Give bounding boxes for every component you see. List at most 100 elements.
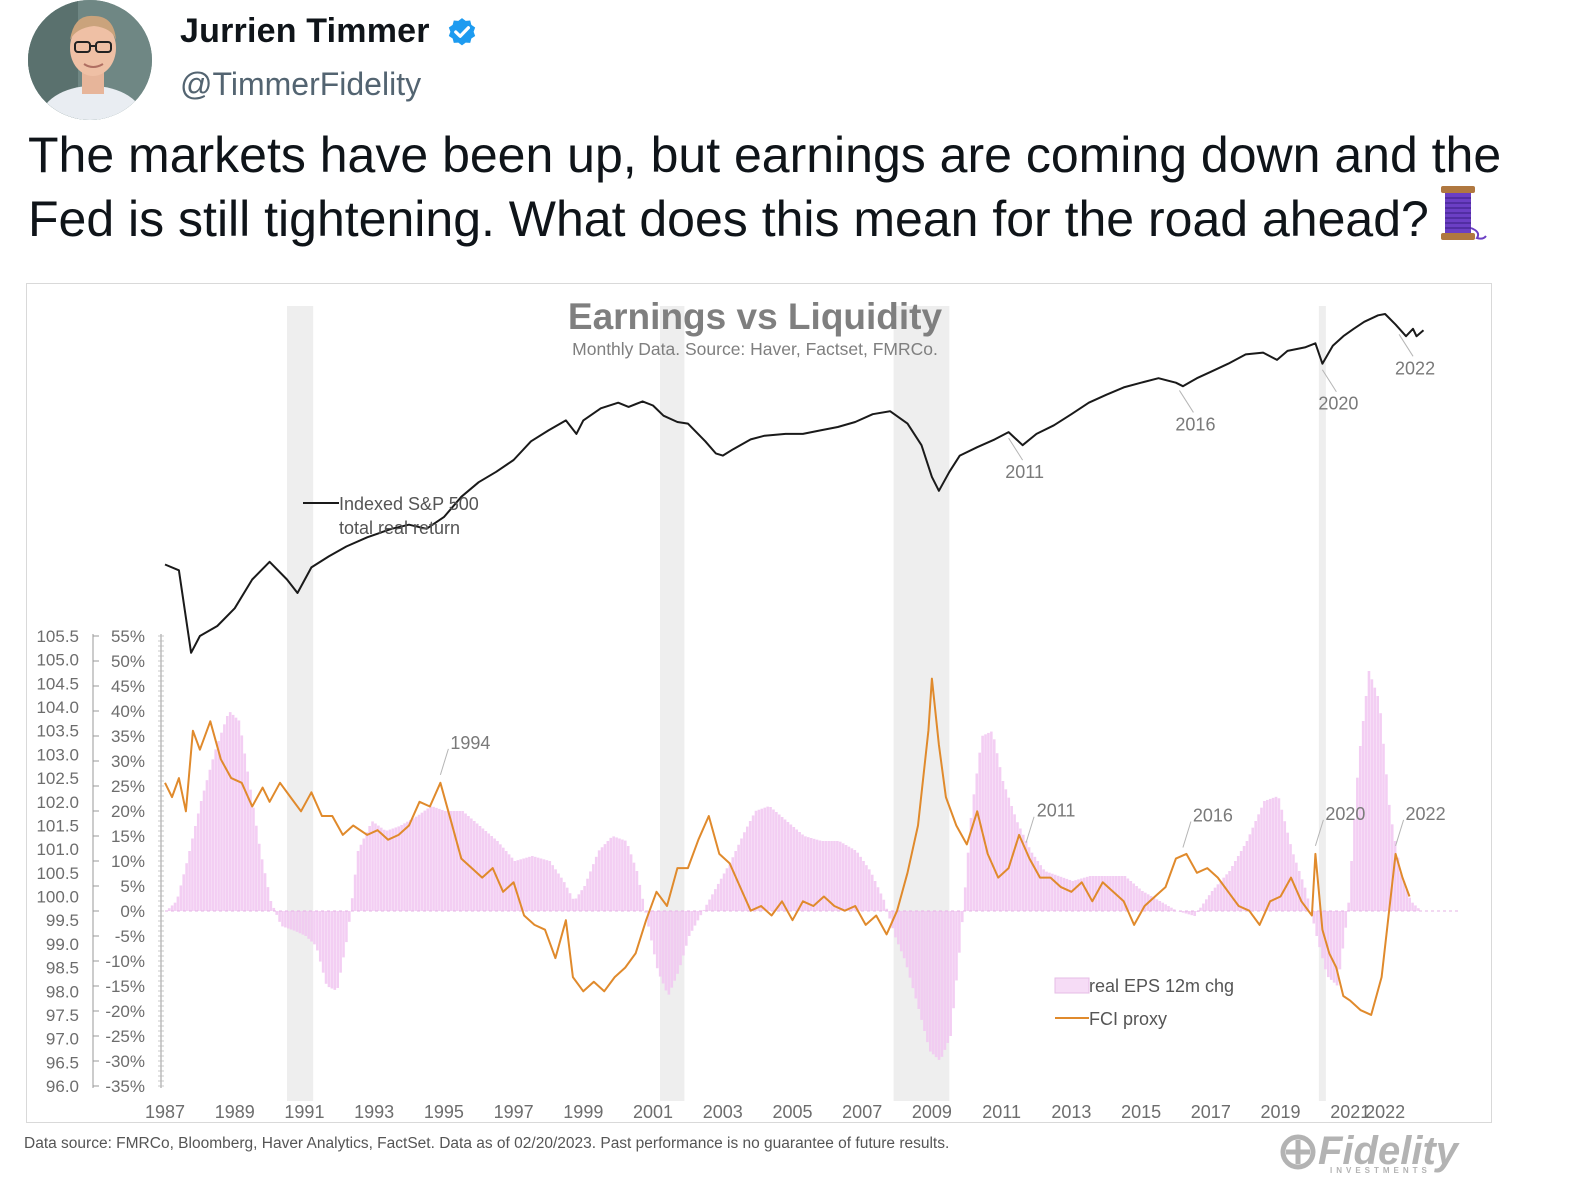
eps-bar [260,859,264,911]
eps-bar [1202,903,1205,911]
eps-bar [655,911,659,969]
eps-bar [554,869,557,911]
x-axis-tick-label: 1991 [284,1102,324,1122]
x-axis-tick-label: 2017 [1191,1102,1231,1122]
eps-bar [920,911,923,1020]
eps-bar [272,907,276,911]
left-axis-tick-label: 98.0 [46,982,79,1001]
eps-bar [275,911,278,915]
eps-bar [1306,898,1310,911]
fci-legend-label: FCI proxy [1089,1009,1167,1029]
eps-bar [682,911,685,956]
chart-footnote: Data source: FMRCo, Bloomberg, Haver Ana… [24,1135,950,1152]
eps-bar [304,911,308,936]
eps-bar [429,806,432,911]
eps-bar [522,858,525,911]
eps-bar [653,911,656,955]
eps-bar [1228,871,1231,911]
eps-bar [1390,824,1394,911]
pct-axis-tick-label: 35% [111,727,145,746]
eps-bar [1112,876,1115,911]
eps-bar [963,887,967,911]
x-axis-tick-label: 2005 [772,1102,812,1122]
eps-bar [1033,856,1037,911]
eps-bar [600,847,604,911]
eps-bar [240,735,244,911]
eps-bar [257,843,261,911]
eps-bar [1053,874,1057,911]
eps-bar [868,869,871,911]
eps-bar [644,911,647,913]
eps-bar [420,812,424,911]
eps-bar [731,857,735,911]
eps-bar [885,908,889,911]
eps-bar [542,859,546,911]
eps-bar [475,823,479,911]
eps-bar [182,874,186,911]
eps-bar [743,832,746,911]
eps-bar [1021,834,1025,911]
eps-bar [1048,872,1051,911]
eps-bar [606,841,610,911]
fci-annotation-leader-2020 [1314,819,1324,847]
eps-bar [1036,861,1040,911]
eps-bar [812,838,816,911]
eps-bar [783,819,787,911]
eps-bar [199,801,203,911]
eps-bar [926,911,929,1043]
eps-bar [1091,876,1095,911]
eps-bar [1254,821,1257,911]
left-axis-tick-label: 103.5 [36,722,79,741]
eps-bar [1027,847,1031,911]
eps-bar [772,809,775,911]
left-axis-tick-label: 102.0 [36,793,79,812]
eps-bar [1109,876,1112,911]
eps-bar [621,839,624,911]
fci-annotation-2022: 2022 [1406,804,1446,824]
eps-bar [740,838,743,911]
eps-bar [923,911,926,1031]
eps-bar [1045,871,1048,911]
author-name[interactable]: Jurrien Timmer [180,12,430,50]
eps-bar [1152,897,1156,911]
eps-bar [1341,911,1345,949]
eps-bar [775,812,778,911]
eps-bar [780,817,784,911]
eps-bar [623,840,627,911]
eps-bar [699,911,703,916]
eps-bar [231,714,235,911]
eps-bar [1132,883,1135,911]
fidelity-logo-subtext: INVESTMENTS [1330,1166,1431,1174]
eps-bar [443,811,447,911]
eps-bar [647,911,650,927]
eps-bar [1187,911,1191,915]
author-avatar[interactable] [28,0,152,120]
eps-bar [992,739,996,911]
eps-bar [894,911,897,938]
fci-annotation-leader-2022 [1395,819,1405,847]
eps-bar [1100,876,1104,911]
eps-bar [821,841,825,911]
eps-bar [196,813,200,911]
eps-bar [679,911,682,966]
eps-bar [818,840,822,911]
eps-bar [1088,876,1092,911]
eps-bar [316,911,319,951]
eps-bar [400,825,403,911]
eps-bar [1385,774,1388,911]
eps-bar [815,839,819,911]
eps-bar [998,767,1002,911]
left-axis-tick-label: 97.5 [46,1006,79,1025]
eps-bar [1222,877,1226,911]
eps-bar [603,844,607,911]
x-axis-tick-label: 2019 [1261,1102,1301,1122]
eps-bar [455,811,459,911]
chart-title: Earnings vs Liquidity [568,296,943,337]
x-axis-tick-label: 1999 [563,1102,603,1122]
eps-bar [307,911,310,939]
author-handle[interactable]: @TimmerFidelity [180,66,422,102]
eps-bar [374,823,377,911]
eps-bar [310,911,313,942]
eps-bar [899,911,903,952]
pct-axis-tick-label: -35% [105,1077,145,1096]
